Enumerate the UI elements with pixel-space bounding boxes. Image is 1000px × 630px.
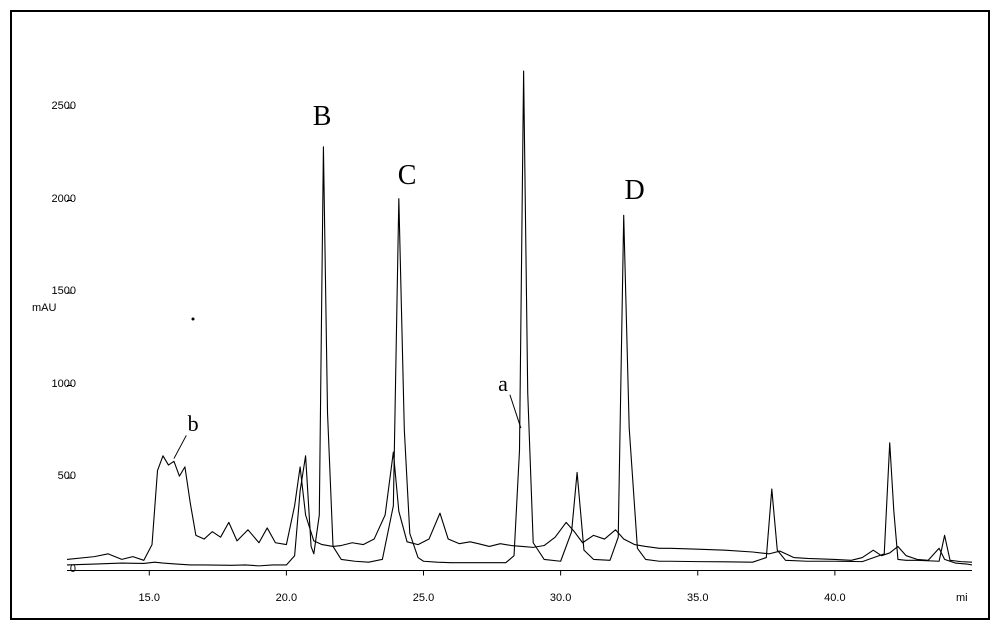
- y-axis-label: mAU: [32, 302, 56, 314]
- y-tick-label: 1000: [52, 378, 76, 390]
- y-tick-label: 0: [70, 563, 76, 575]
- x-tick-label: 30.0: [550, 592, 571, 604]
- y-tick-label: 2500: [52, 100, 76, 112]
- x-tick-label: 20.0: [276, 592, 297, 604]
- x-axis-label: mi: [956, 592, 968, 604]
- chart-frame: mAU mi 0 500 1000 1500 2000 2500 15.0 20.0 25.0 3…: [10, 10, 990, 620]
- x-tick-label: 40.0: [824, 592, 845, 604]
- annotation-label-a: a: [498, 371, 508, 397]
- peak-label-B: B: [313, 101, 332, 133]
- chromatogram-plot: [67, 34, 972, 589]
- annotation-line-a: [510, 395, 521, 428]
- stray-dot: [192, 317, 195, 320]
- annotation-line-b: [174, 435, 186, 458]
- x-tick-label: 25.0: [413, 592, 434, 604]
- y-tick-label: 500: [58, 470, 76, 482]
- series-a: [67, 71, 972, 566]
- x-tick-label: 35.0: [687, 592, 708, 604]
- series-b: [67, 452, 972, 565]
- peak-label-D: D: [625, 175, 645, 207]
- y-tick-label: 1500: [52, 285, 76, 297]
- y-tick-label: 2000: [52, 193, 76, 205]
- peak-label-C: C: [398, 160, 417, 192]
- annotation-label-b: b: [188, 411, 199, 437]
- plot-svg: [67, 34, 972, 589]
- x-tick-label: 15.0: [139, 592, 160, 604]
